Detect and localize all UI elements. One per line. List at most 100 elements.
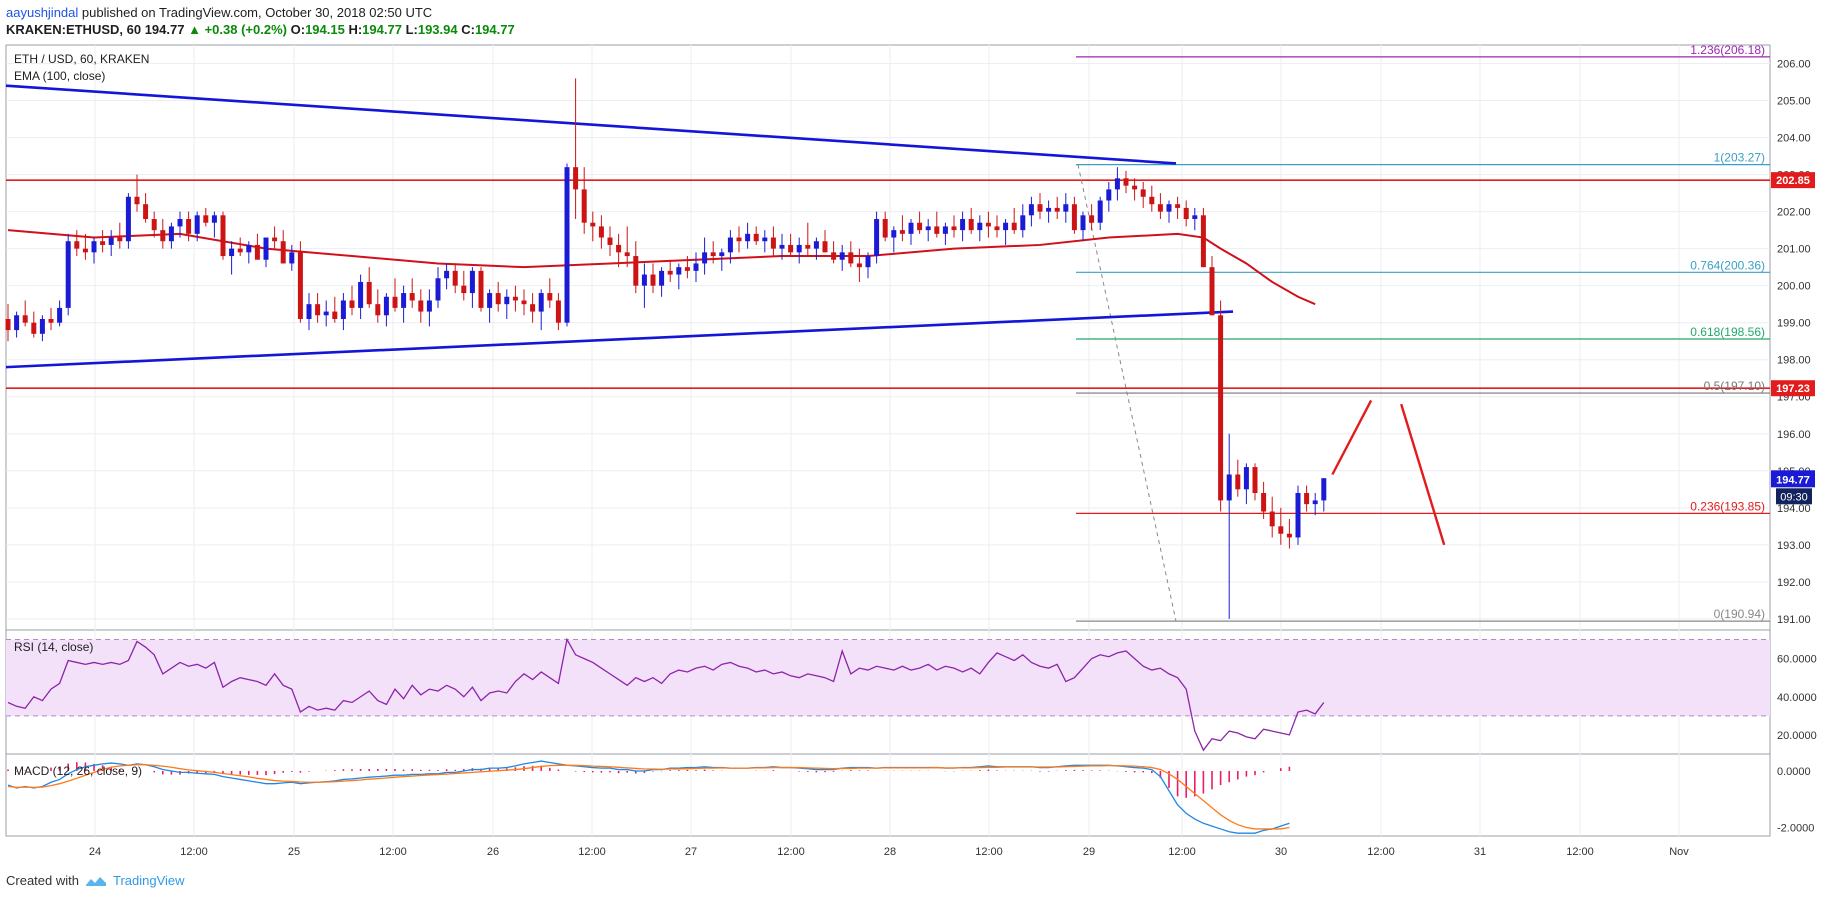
candle-body: [977, 222, 983, 231]
candle-body: [1218, 315, 1224, 501]
candle-body: [822, 241, 828, 253]
candle-body: [693, 263, 699, 271]
candle-body: [590, 222, 596, 227]
candle-body: [1200, 215, 1206, 268]
footer: Created with TradingView: [6, 873, 185, 888]
lower-trendline: [5, 310, 1234, 369]
time-tick: 29: [1083, 846, 1095, 858]
candle-body: [633, 256, 639, 286]
trendlines[interactable]: [5, 84, 1234, 369]
candle-body: [229, 248, 235, 257]
last-price-badge-text: 194.77: [1776, 474, 1810, 486]
candle-body: [856, 263, 862, 268]
candle-body: [667, 270, 673, 275]
candle-body: [641, 274, 647, 286]
fib-label: 0(190.94): [1714, 607, 1765, 621]
candle-body: [1046, 207, 1052, 212]
author-link[interactable]: aayushjindal: [6, 5, 79, 20]
candle-body: [383, 296, 389, 316]
fibonacci-retracement[interactable]: 1.236(206.18) 1(203.27) 0.764(200.36) 0.618…: [1076, 43, 1770, 622]
macd-legend[interactable]: MACD (12, 26, close, 9): [14, 764, 143, 778]
candle-body: [1063, 204, 1069, 212]
price-tick: 194.00: [1777, 503, 1811, 515]
sr-badge-text: 202.85: [1776, 175, 1810, 187]
candle-body: [521, 300, 527, 305]
projection-line: [1400, 403, 1446, 546]
candle-body: [289, 252, 295, 264]
candle-body: [237, 248, 243, 253]
projection-lines[interactable]: [1331, 399, 1446, 546]
candle-body: [315, 304, 321, 316]
candle-body: [134, 196, 140, 205]
candle-body: [426, 300, 432, 312]
time-tick: 25: [288, 846, 300, 858]
candle-body: [779, 244, 785, 249]
fib-label: 0.236(193.85): [1690, 499, 1765, 513]
candle-body: [530, 304, 536, 312]
candle-body: [1089, 215, 1095, 223]
rsi-band: [6, 639, 1770, 717]
candle-body: [375, 304, 381, 316]
candle-body: [323, 311, 329, 316]
rsi-legend[interactable]: RSI (14, close): [14, 640, 94, 654]
candle-body: [469, 270, 475, 294]
candle-body: [1106, 189, 1112, 201]
created-with: Created with: [6, 873, 79, 888]
sr-badge-text: 197.23: [1776, 383, 1810, 395]
candle-body: [487, 293, 493, 308]
ohlc-o: 194.15: [305, 22, 345, 37]
fib-label: 1.236(206.18): [1690, 43, 1765, 57]
candle-body: [332, 311, 338, 319]
candle-body: [220, 215, 226, 257]
last-price: 194.77: [144, 22, 185, 37]
candle-body: [57, 307, 63, 323]
grid: [6, 45, 1770, 836]
time-tick: 24: [89, 846, 101, 858]
price-tick: 200.00: [1777, 281, 1811, 293]
horizontal-levels[interactable]: [6, 179, 1770, 390]
candle-body: [74, 241, 80, 249]
candle-body: [960, 219, 966, 231]
candle-body: [762, 237, 768, 242]
candle-body: [1123, 178, 1129, 186]
time-axis[interactable]: 24 12:00 25 12:00 26 12:00 27 12:00 28 12:00 29 12:…: [89, 846, 1689, 858]
symbol-line: KRAKEN:ETHUSD, 60 194.77 ▲ +0.38 (+0.2%)…: [6, 22, 515, 37]
candle-body: [65, 241, 71, 308]
candle-body: [951, 226, 957, 231]
candle-body: [1071, 204, 1077, 231]
candle-body: [1003, 222, 1009, 231]
price-tick: 193.00: [1777, 540, 1811, 552]
price-badges: 202.85 197.23 194.77 09:30: [1771, 172, 1815, 505]
change: +0.38 (+0.2%): [204, 22, 287, 37]
candle-body: [1278, 526, 1284, 534]
candle-body: [1054, 207, 1060, 212]
symbol[interactable]: KRAKEN:ETHUSD, 60: [6, 22, 142, 37]
main-pane-title[interactable]: ETH / USD, 60, KRAKEN: [14, 52, 150, 66]
tradingview-brand[interactable]: TradingView: [112, 873, 185, 888]
sr-badge: [1771, 380, 1815, 397]
candle-body: [831, 252, 837, 260]
ema-legend[interactable]: EMA (100, close): [14, 69, 106, 83]
rsi-line: [7, 637, 1325, 752]
price-tick: 192.00: [1777, 577, 1811, 589]
candle-body: [719, 252, 725, 257]
ohlc-h: 194.77: [362, 22, 402, 37]
candle-body: [917, 222, 923, 231]
candle-body: [1037, 204, 1043, 212]
time-tick: Nov: [1669, 846, 1689, 858]
price-tick: 196.00: [1777, 429, 1811, 441]
candle-body: [168, 226, 174, 242]
candle-body: [254, 244, 260, 260]
rsi-tick: 20.0000: [1777, 730, 1817, 742]
candle-body: [1149, 196, 1155, 205]
candle-body: [504, 296, 510, 305]
candle-body: [813, 241, 819, 249]
candle-body: [908, 222, 914, 234]
fib-label: 0.618(198.56): [1690, 325, 1765, 339]
candle-body: [14, 315, 20, 331]
candle-body: [650, 274, 656, 286]
time-tick: 12:00: [578, 846, 606, 858]
candle-body: [1252, 467, 1258, 494]
candle-body: [899, 230, 905, 234]
